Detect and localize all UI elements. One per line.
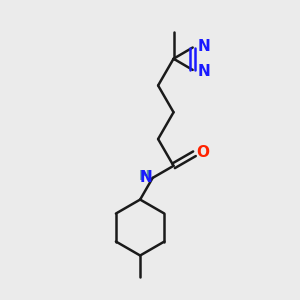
Text: N: N [140, 170, 153, 185]
Text: H: H [139, 169, 150, 183]
Text: N: N [198, 64, 211, 79]
Text: N: N [198, 39, 211, 54]
Text: O: O [196, 145, 209, 160]
